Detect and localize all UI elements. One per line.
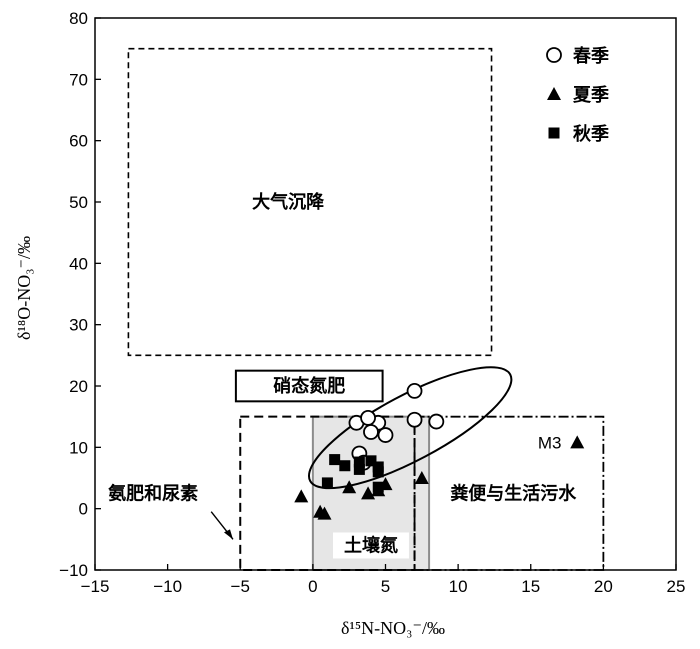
y-tick-label-7: 60 <box>69 132 88 151</box>
point-circle-3 <box>377 427 394 443</box>
point-square-7 <box>353 463 365 475</box>
x-tick-label-1: −10 <box>153 577 182 596</box>
x-tick-label-6: 15 <box>521 577 540 596</box>
y-tick-label-4: 30 <box>69 316 88 335</box>
legend-marker-circle <box>546 47 562 63</box>
point-circle-6 <box>406 411 423 428</box>
point-circle-7 <box>428 413 445 430</box>
nitrate-fertilizer-label: 硝态氮肥 <box>273 375 345 397</box>
y-tick-label-3: 20 <box>69 377 88 396</box>
y-tick-label-9: 80 <box>69 9 88 28</box>
point-triangle-3 <box>342 480 357 494</box>
point-square-6 <box>372 466 384 478</box>
point-square-3 <box>353 456 365 468</box>
atmospheric-deposition-region <box>127 47 493 357</box>
x-tick-label-4: 5 <box>381 577 390 596</box>
soil-nitrogen-label: 土壤氮 <box>344 534 398 556</box>
point-triangle-7 <box>414 471 429 484</box>
point-circle-2 <box>363 424 379 440</box>
point-square-4 <box>365 455 377 467</box>
x-tick-label-8: 25 <box>667 577 686 596</box>
point-circle-5 <box>406 383 423 399</box>
point-triangle-0 <box>294 489 309 503</box>
ellipse-layer <box>308 366 513 490</box>
point-triangle-8 <box>570 435 585 449</box>
legend-marker-triangle <box>547 87 561 100</box>
soil-nitrogen-label-background <box>332 532 409 559</box>
y-tick-label-8: 70 <box>69 70 88 89</box>
manure-sewage-label: 粪便与生活污水 <box>450 482 577 504</box>
x-tick-label-3: 0 <box>308 577 317 596</box>
legend-label-0: 春季 <box>573 45 609 67</box>
ammonium-fertilizer-label: 氨肥和尿素 <box>108 482 198 504</box>
y-tick-label-0: −10 <box>59 561 88 580</box>
y-tick-label-6: 50 <box>69 193 88 212</box>
legend-label-1: 夏季 <box>573 85 609 106</box>
point-square-0 <box>321 477 333 489</box>
nitrate-fertilizer-region <box>234 369 384 403</box>
atmospheric-deposition-label: 大气沉降 <box>252 191 325 213</box>
y-axis-title: δ¹⁸O-NO₃⁻/‰ <box>14 236 34 340</box>
arrow-head <box>223 529 233 540</box>
annotation-label-0: M3 <box>538 433 562 452</box>
legend-marker-square <box>548 127 560 139</box>
legend-label-2: 秋季 <box>573 123 609 145</box>
x-tick-label-2: −5 <box>231 577 250 596</box>
y-tick-label-2: 10 <box>69 438 88 457</box>
y-tick-label-1: 0 <box>79 500 88 519</box>
points-layer: M3 <box>294 383 585 520</box>
point-square-8 <box>372 481 384 493</box>
spring-cluster-ellipse <box>308 366 513 490</box>
point-square-2 <box>339 460 351 472</box>
point-square-1 <box>329 454 341 466</box>
x-axis-title: δ¹⁵N-NO₃⁻/‰ <box>341 618 445 638</box>
point-circle-4 <box>360 409 376 426</box>
x-tick-label-5: 10 <box>449 577 468 596</box>
x-tick-label-7: 20 <box>594 577 613 596</box>
point-triangle-2 <box>317 506 332 520</box>
x-tick-label-0: −15 <box>81 577 110 596</box>
y-tick-label-5: 40 <box>69 254 88 273</box>
